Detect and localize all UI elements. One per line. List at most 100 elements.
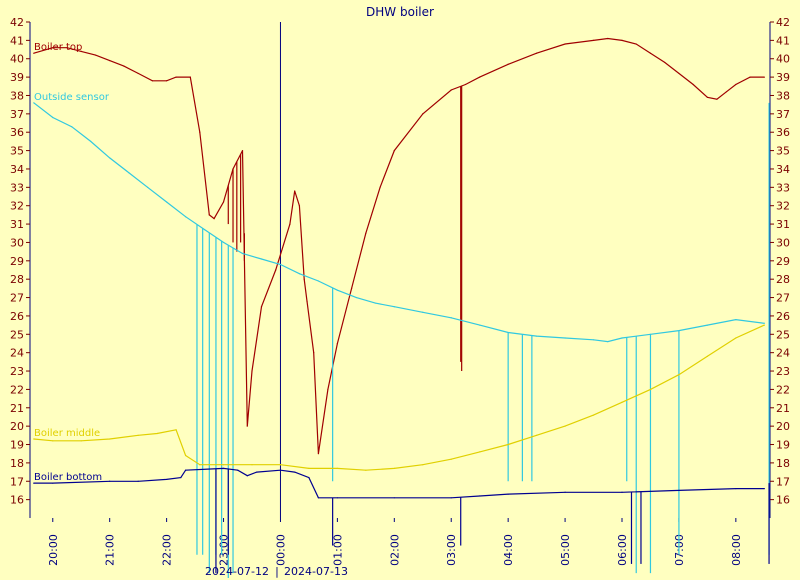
series-line-0 <box>33 37 765 454</box>
data-point <box>203 228 206 231</box>
data-point <box>336 289 338 291</box>
data-point <box>208 214 210 216</box>
data-point <box>735 319 737 321</box>
data-point <box>109 438 111 440</box>
data-point <box>80 50 82 52</box>
data-point <box>137 480 139 482</box>
data-point <box>422 311 424 313</box>
x-tick-label: 04:00 <box>502 534 515 566</box>
x-tick-label: 02:00 <box>388 534 401 566</box>
data-point <box>175 76 177 78</box>
data-point <box>393 306 395 308</box>
data-point <box>479 76 481 78</box>
y-tick-label-right: 34 <box>776 163 790 176</box>
data-point <box>536 335 538 337</box>
data-point <box>246 425 248 427</box>
y-tick-label-left: 22 <box>10 383 24 396</box>
data-point <box>71 126 73 128</box>
data-point <box>507 63 509 65</box>
data-point <box>175 429 177 431</box>
y-tick-label-left: 32 <box>10 200 24 213</box>
data-point <box>246 475 248 477</box>
data-point <box>692 83 694 86</box>
y-tick-label-right: 21 <box>776 402 790 415</box>
data-point <box>251 370 253 372</box>
y-tick-label-right: 30 <box>776 236 790 249</box>
series-label-2: Boiler middle <box>34 428 100 439</box>
data-point <box>592 414 595 416</box>
data-point <box>621 39 623 41</box>
data-point <box>422 113 424 115</box>
y-tick-label-right: 38 <box>776 89 790 102</box>
data-point <box>678 72 680 75</box>
data-point <box>241 149 244 152</box>
data-point <box>379 186 381 188</box>
y-tick-label-left: 31 <box>10 218 24 231</box>
data-point <box>147 186 149 188</box>
data-point <box>317 280 320 282</box>
data-point <box>260 258 263 260</box>
y-tick-label-right: 17 <box>776 475 790 488</box>
y-tick-label-left: 26 <box>10 310 24 323</box>
x-tick-label: 20:00 <box>47 534 60 566</box>
data-point <box>222 241 225 244</box>
legend-layer: Boiler top Outside sensor Boiler middle Boi… <box>34 42 110 483</box>
data-point <box>109 157 111 159</box>
y-tick-label-right: 41 <box>776 34 790 47</box>
data-point <box>507 493 509 495</box>
y-tick-label-right: 16 <box>776 494 790 507</box>
data-point <box>479 324 481 326</box>
data-point <box>90 140 92 143</box>
data-point <box>450 317 452 319</box>
x-tick-label: 01:00 <box>331 534 344 566</box>
y-tick-label-left: 37 <box>10 108 24 121</box>
data-point <box>166 80 168 82</box>
data-point <box>52 482 54 484</box>
data-point <box>479 451 481 453</box>
data-point <box>213 217 215 220</box>
date-label-end: 2024-07-13 <box>284 565 348 578</box>
y-tick-label-right: 42 <box>776 16 790 29</box>
series-line-1 <box>33 102 765 343</box>
data-point <box>306 300 308 302</box>
y-tick-label-right: 35 <box>776 145 790 158</box>
data-point <box>256 471 258 473</box>
x-tick-label: 00:00 <box>274 534 287 566</box>
data-point <box>464 83 467 86</box>
y-tick-label-right: 28 <box>776 273 790 286</box>
data-point <box>621 401 623 403</box>
data-point <box>706 324 708 326</box>
y-tick-label-right: 18 <box>776 457 790 470</box>
data-point <box>763 322 765 324</box>
chart-title: DHW boiler <box>366 5 434 19</box>
series-layer <box>33 37 770 578</box>
data-point <box>52 47 54 49</box>
data-point <box>33 102 35 104</box>
data-point <box>189 76 191 78</box>
data-point <box>725 91 727 93</box>
y-tick-label-right: 39 <box>776 71 790 84</box>
y-tick-label-right: 32 <box>776 200 790 213</box>
data-point <box>678 489 680 492</box>
y-tick-label-right: 24 <box>776 347 790 360</box>
data-point <box>80 440 82 442</box>
data-point <box>621 491 623 493</box>
data-point <box>763 324 765 326</box>
data-point <box>479 495 481 497</box>
data-point <box>336 497 338 499</box>
data-point <box>564 425 566 427</box>
data-point <box>621 337 623 339</box>
series-label-3: Boiler bottom <box>34 472 102 483</box>
series-label-0: Boiler top <box>34 42 82 53</box>
data-point <box>52 116 54 119</box>
data-point <box>222 467 225 469</box>
x-tick-label: 03:00 <box>445 534 458 566</box>
y-tick-label-right: 25 <box>776 328 790 341</box>
data-point <box>317 497 320 499</box>
x-tick-label: 22:00 <box>161 534 174 566</box>
data-point <box>289 223 291 225</box>
data-point <box>635 43 637 45</box>
y-tick-label-right: 22 <box>776 383 790 396</box>
